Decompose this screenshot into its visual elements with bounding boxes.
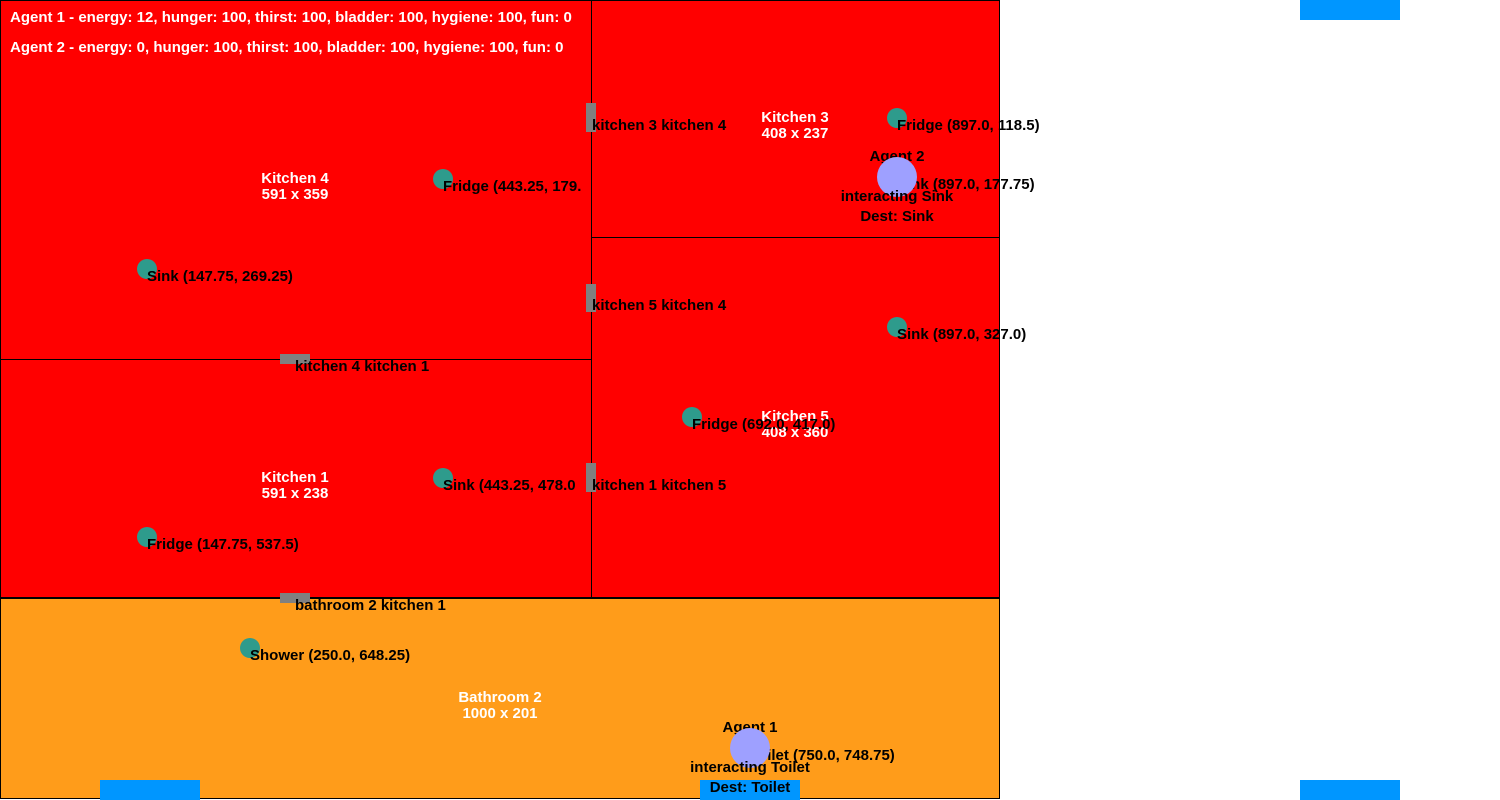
room-kitchen-5 xyxy=(591,237,1000,598)
sink-label: Sink (147.75, 269.25) xyxy=(147,268,293,285)
room-kitchen-3 xyxy=(591,0,1000,238)
door-kitchen1-kitchen5 xyxy=(586,463,596,492)
sink-label: Sink (897.0, 177.75) xyxy=(897,176,1035,193)
room-size: 591 x 359 xyxy=(261,186,329,203)
window-tab xyxy=(100,780,200,800)
door-label-kitchen3-kitchen4: kitchen 3 kitchen 4 xyxy=(592,117,727,134)
fridge-label: Fridge (147.75, 537.5) xyxy=(147,536,299,553)
sink-icon[interactable] xyxy=(433,468,453,488)
window-tab xyxy=(1300,780,1400,800)
room-kitchen-1 xyxy=(0,359,592,598)
room-label-bathroom-2: Bathroom 2 1000 x 201 xyxy=(458,690,541,722)
door-label-bathroom2-kitchen1: bathroom 2 kitchen 1 xyxy=(295,597,446,614)
room-label-kitchen-3: Kitchen 3 408 x 237 xyxy=(761,110,829,142)
room-name: Bathroom 2 xyxy=(458,689,542,706)
fridge-icon[interactable] xyxy=(137,527,157,547)
fridge-label: Fridge (897.0, 118.5) xyxy=(897,117,1040,134)
door-kitchen5-kitchen4 xyxy=(586,284,596,312)
window-tab xyxy=(700,780,800,800)
sink-icon[interactable] xyxy=(887,317,907,337)
door-label-kitchen4-kitchen1: kitchen 4 kitchen 1 xyxy=(295,358,430,375)
room-name: Kitchen 4 xyxy=(261,170,329,187)
agent-2-action: interacting Sink xyxy=(840,188,954,205)
room-bathroom-2 xyxy=(0,598,1000,799)
agent-2-name: Agent 2 xyxy=(869,148,925,165)
agent-1-destination: Dest: Toilet xyxy=(709,779,791,796)
room-label-kitchen-4: Kitchen 4 591 x 359 xyxy=(261,171,329,203)
room-name: Kitchen 3 xyxy=(761,109,829,126)
window-tab xyxy=(1300,0,1400,20)
room-size: 1000 x 201 xyxy=(462,705,538,722)
fridge-icon[interactable] xyxy=(433,169,453,189)
agent-1-name: Agent 1 xyxy=(722,719,778,736)
room-size: 408 x 360 xyxy=(761,424,829,441)
shower-icon[interactable] xyxy=(240,638,260,658)
door-label-kitchen1-kitchen5: kitchen 1 kitchen 5 xyxy=(592,477,727,494)
fridge-label: Fridge (443.25, 179. xyxy=(443,179,582,195)
room-size: 408 x 237 xyxy=(761,125,829,142)
sink-label: Sink (897.0, 327.0) xyxy=(897,326,1027,343)
sink-icon[interactable] xyxy=(137,259,157,279)
room-name: Kitchen 1 xyxy=(261,469,329,486)
toilet-label: Toilet (750.0, 748.75) xyxy=(750,747,895,764)
agent-2-status: Agent 2 - energy: 0, hunger: 100, thirst… xyxy=(10,39,564,56)
fridge-label: Fridge (692.0, 417.0) xyxy=(692,416,836,433)
room-size: 591 x 238 xyxy=(261,485,329,502)
fridge-icon[interactable] xyxy=(887,108,907,128)
door-bathroom2-kitchen1 xyxy=(280,593,310,603)
agent-1-icon[interactable] xyxy=(730,728,770,768)
agent-2-icon[interactable] xyxy=(877,157,917,197)
sink-label: Sink (443.25, 478.0 xyxy=(443,478,576,494)
room-name: Kitchen 5 xyxy=(761,408,829,425)
agent-1-status: Agent 1 - energy: 12, hunger: 100, thirs… xyxy=(10,9,572,26)
agent-1-action: interacting Toilet xyxy=(690,759,810,776)
fridge-icon[interactable] xyxy=(682,407,702,427)
agent-2-destination: Dest: Sink xyxy=(860,208,934,225)
shower-label: Shower (250.0, 648.25) xyxy=(250,647,411,664)
room-kitchen-4 xyxy=(0,0,592,360)
door-label-kitchen5-kitchen4: kitchen 5 kitchen 4 xyxy=(592,297,727,314)
door-kitchen3-kitchen4 xyxy=(586,103,596,132)
room-label-kitchen-1: Kitchen 1 591 x 238 xyxy=(261,470,329,502)
room-label-kitchen-5: Kitchen 5 408 x 360 xyxy=(761,409,829,441)
door-kitchen4-kitchen1 xyxy=(280,354,310,364)
